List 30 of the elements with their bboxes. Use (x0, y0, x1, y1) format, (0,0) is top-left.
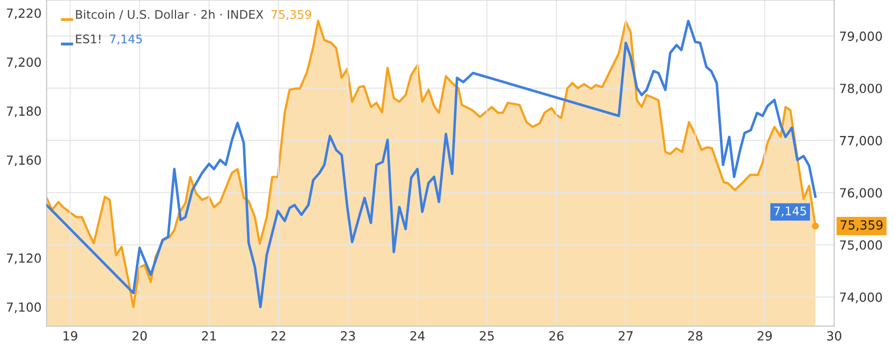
legend-label: Bitcoin / U.S. Dollar · 2h · INDEX (76, 10, 264, 20)
y2-tick-label: 74,000 (840, 292, 882, 304)
data-label: 7,145 (774, 206, 806, 217)
data-label: 75,359 (840, 220, 883, 231)
x-tick-label: 27 (618, 331, 633, 340)
x-tick-label: 28 (688, 331, 702, 341)
x-tick-label: 20 (132, 331, 147, 341)
legend-label: ES1! (76, 34, 100, 44)
x-tick-label: 22 (271, 331, 286, 340)
x-tick-label: 25 (480, 331, 494, 341)
y2-tick-label: 76,000 (840, 188, 882, 199)
y-tick-label: 7,100 (6, 302, 41, 314)
annotation: 75,359 (272, 10, 312, 20)
x-tick-label: 29 (758, 331, 772, 341)
x-tick-label: 19 (64, 331, 78, 341)
x-tick-label: 24 (410, 331, 425, 340)
y-tick-label: 7,220 (6, 8, 41, 20)
y-tick-label: 7,200 (6, 57, 41, 68)
x-tick-label: 26 (549, 331, 564, 341)
annotation: 7,145 (110, 34, 142, 45)
y-tick-label: 7,180 (6, 106, 41, 118)
y2-tick-label: 75,000 (840, 240, 882, 252)
x-tick-label: 30 (827, 331, 842, 341)
y2-tick-label: 77,000 (840, 136, 882, 147)
x-tick-label: 21 (202, 331, 216, 340)
y-tick-label: 7,120 (6, 253, 41, 264)
y-tick-label: 7,160 (6, 155, 41, 166)
y2-tick-label: 78,000 (840, 84, 882, 94)
y2-tick-label: 79,000 (840, 31, 882, 42)
x-tick-label: 23 (340, 331, 355, 341)
